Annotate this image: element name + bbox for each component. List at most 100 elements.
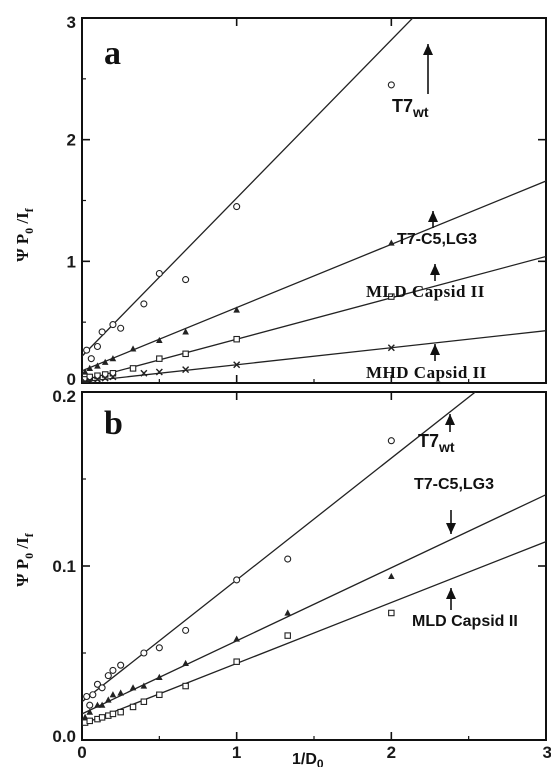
y-axis-title-a: Ψ P0 /If bbox=[13, 207, 36, 262]
annotation-arrowhead-b-2 bbox=[446, 588, 456, 599]
data-point-a-2-6 bbox=[156, 355, 163, 362]
data-point-a-1-3 bbox=[101, 358, 109, 365]
data-point-a-0-6 bbox=[140, 300, 148, 308]
data-point-b-0-2 bbox=[89, 691, 97, 699]
data-point-a-0-4 bbox=[109, 321, 117, 329]
data-point-b-2-6 bbox=[117, 708, 124, 716]
data-point-b-0-9 bbox=[155, 644, 163, 652]
data-point-b-0-11 bbox=[233, 576, 241, 584]
y-axis-title-b: Ψ P0 /If bbox=[13, 532, 36, 587]
data-point-b-1-6 bbox=[117, 689, 124, 696]
data-point-b-1-5 bbox=[109, 691, 117, 698]
annotation-t7c5-b: T7-C5,LG3 bbox=[414, 476, 494, 493]
data-point-b-0-0 bbox=[83, 692, 91, 701]
x-tick-label: 3 bbox=[543, 743, 551, 762]
data-point-b-2-13 bbox=[388, 609, 395, 617]
fit-line-a-2 bbox=[82, 255, 546, 382]
data-point-b-0-13 bbox=[387, 437, 395, 445]
plot-frame-b bbox=[81, 391, 547, 741]
data-point-a-3-1 bbox=[86, 377, 94, 383]
data-point-b-0-7 bbox=[117, 661, 125, 669]
data-point-a-0-2 bbox=[93, 342, 102, 351]
data-point-b-2-1 bbox=[86, 717, 93, 725]
annotation-mld-b: MLD Capsid II bbox=[412, 613, 518, 630]
data-point-a-1-4 bbox=[109, 355, 117, 362]
y-tick-label: 3 bbox=[67, 13, 76, 32]
x-tick-label: 0 bbox=[77, 743, 86, 762]
annotation-mld-a: MLD Capsid II bbox=[366, 282, 485, 301]
data-point-a-3-3 bbox=[101, 374, 109, 382]
data-point-b-2-3 bbox=[98, 714, 106, 721]
panel-a-label: a bbox=[104, 35, 121, 72]
data-point-a-0-8 bbox=[182, 276, 190, 284]
data-point-b-0-1 bbox=[86, 701, 94, 709]
data-point-a-2-5 bbox=[129, 365, 137, 372]
data-point-a-0-0 bbox=[83, 346, 91, 354]
data-point-b-2-7 bbox=[129, 703, 137, 711]
data-point-a-1-8 bbox=[233, 306, 240, 313]
panel-a: 0 1 2 3 bbox=[67, 13, 547, 389]
data-point-a-1-5 bbox=[129, 345, 137, 352]
fit-line-b-2 bbox=[82, 541, 546, 725]
panel-b-label: b bbox=[104, 405, 123, 442]
data-point-b-0-10 bbox=[182, 626, 190, 634]
data-point-a-3-5 bbox=[140, 369, 148, 377]
data-point-b-0-12 bbox=[284, 555, 292, 563]
data-point-a-0-5 bbox=[117, 324, 125, 332]
data-point-b-0-5 bbox=[104, 672, 112, 680]
data-point-b-2-9 bbox=[156, 691, 163, 699]
data-point-b-0-8 bbox=[140, 649, 148, 657]
y-tick-label: 0.2 bbox=[52, 387, 76, 406]
x-tick-label: 2 bbox=[387, 743, 396, 762]
fit-line-b-1 bbox=[82, 494, 546, 715]
y-tick-label: 0.0 bbox=[52, 727, 76, 746]
data-point-a-1-9 bbox=[388, 239, 395, 246]
annotation-arrowhead-b-1 bbox=[446, 523, 456, 534]
data-point-a-3-6 bbox=[155, 368, 163, 376]
data-point-b-1-3 bbox=[98, 701, 106, 708]
data-point-a-2-8 bbox=[233, 335, 240, 343]
annotation-arrowhead-a-0 bbox=[423, 44, 433, 55]
data-point-a-1-0 bbox=[82, 368, 89, 375]
y-tick-label: 0 bbox=[67, 370, 76, 389]
data-point-b-1-7 bbox=[129, 684, 137, 691]
data-point-a-3-8 bbox=[233, 361, 241, 369]
data-point-b-1-9 bbox=[156, 673, 163, 680]
data-point-b-1-11 bbox=[233, 635, 240, 642]
data-point-a-1-6 bbox=[156, 336, 163, 344]
annotation-t7wt-a: T7wt bbox=[392, 96, 429, 120]
data-point-a-1-1 bbox=[86, 364, 94, 371]
data-point-a-0-10 bbox=[387, 81, 395, 89]
annotation-arrowhead-a-3 bbox=[430, 344, 440, 355]
x-axis-title: 1/D0 bbox=[292, 751, 324, 767]
fit-line-a-1 bbox=[82, 180, 546, 372]
data-point-a-3-7 bbox=[182, 366, 190, 374]
panel-b: 0 1 2 3 0.0 0.1 0.2 bbox=[52, 387, 551, 762]
y-tick-label: 1 bbox=[67, 252, 76, 271]
data-point-b-1-4 bbox=[104, 696, 112, 703]
data-point-b-1-12 bbox=[284, 609, 292, 616]
annotation-arrowhead-b-0 bbox=[445, 414, 455, 425]
data-point-b-2-5 bbox=[109, 710, 117, 718]
annotation-t7wt-b: T7wt bbox=[418, 431, 455, 455]
data-point-b-0-6 bbox=[109, 666, 117, 674]
x-tick-label: 1 bbox=[232, 743, 241, 762]
data-point-b-1-8 bbox=[140, 682, 148, 689]
data-point-a-0-7 bbox=[155, 269, 163, 278]
data-point-b-0-4 bbox=[98, 684, 106, 692]
data-point-a-2-7 bbox=[182, 350, 189, 358]
fit-line-b-0 bbox=[82, 392, 477, 703]
data-point-a-2-9 bbox=[388, 293, 395, 300]
data-point-a-0-9 bbox=[233, 203, 241, 211]
fit-line-a-3 bbox=[82, 330, 546, 383]
data-point-a-3-9 bbox=[387, 344, 395, 352]
data-point-b-2-8 bbox=[140, 698, 148, 705]
data-point-b-1-10 bbox=[182, 659, 189, 667]
data-point-b-1-2 bbox=[94, 701, 101, 708]
data-point-b-2-10 bbox=[182, 682, 189, 690]
data-point-a-3-0 bbox=[82, 378, 89, 383]
data-point-b-2-12 bbox=[284, 632, 291, 639]
y-tick-label: 2 bbox=[67, 131, 76, 150]
data-point-a-1-2 bbox=[94, 362, 101, 369]
